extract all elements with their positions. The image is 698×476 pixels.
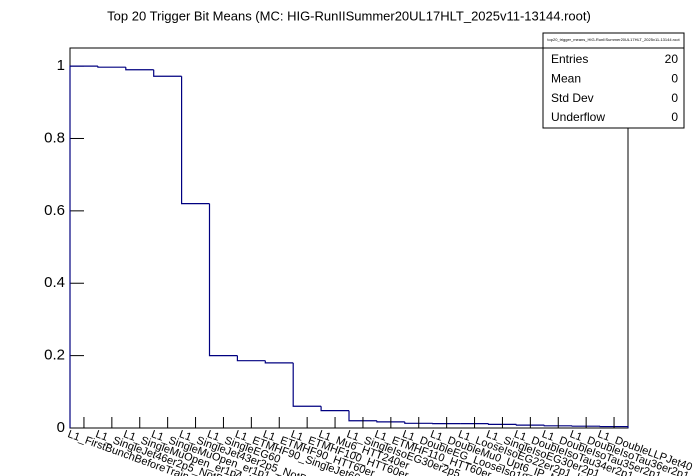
bin (348, 410, 377, 422)
stats-value: 0 (671, 71, 678, 85)
bin (515, 424, 545, 426)
chart-title: Top 20 Trigger Bit Means (MC: HIG-RunIIS… (107, 8, 591, 23)
stats-label: Entries (551, 52, 588, 66)
y-tick-label: 0.2 (44, 347, 65, 364)
stats-value: 20 (665, 52, 679, 66)
stats-title: top20_trigger_means_HIG-RunIISummer20UL1… (547, 37, 680, 42)
bin (69, 65, 98, 428)
y-tick-label: 0.6 (44, 202, 65, 219)
bin (181, 76, 210, 205)
stats-label: Underflow (551, 110, 605, 124)
bin (208, 203, 238, 357)
bin (125, 67, 154, 71)
y-tick-label: 0 (57, 419, 65, 436)
bin (487, 423, 517, 425)
stats-label: Mean (551, 71, 581, 85)
stats-box (542, 32, 685, 129)
bin (153, 69, 182, 77)
stats-value: 0 (671, 110, 678, 124)
bin (320, 406, 349, 412)
y-tick-label: 0.4 (44, 274, 65, 291)
bin (264, 360, 294, 364)
bin (292, 362, 322, 407)
bin (404, 421, 433, 424)
y-tick-label: 1 (57, 57, 65, 74)
bin (97, 66, 126, 68)
stats-label: Std Dev (551, 91, 594, 105)
bin (543, 425, 573, 427)
bin (376, 420, 405, 423)
stats-value: 0 (671, 91, 678, 105)
y-tick-label: 0.8 (44, 129, 65, 146)
bin (236, 355, 266, 362)
